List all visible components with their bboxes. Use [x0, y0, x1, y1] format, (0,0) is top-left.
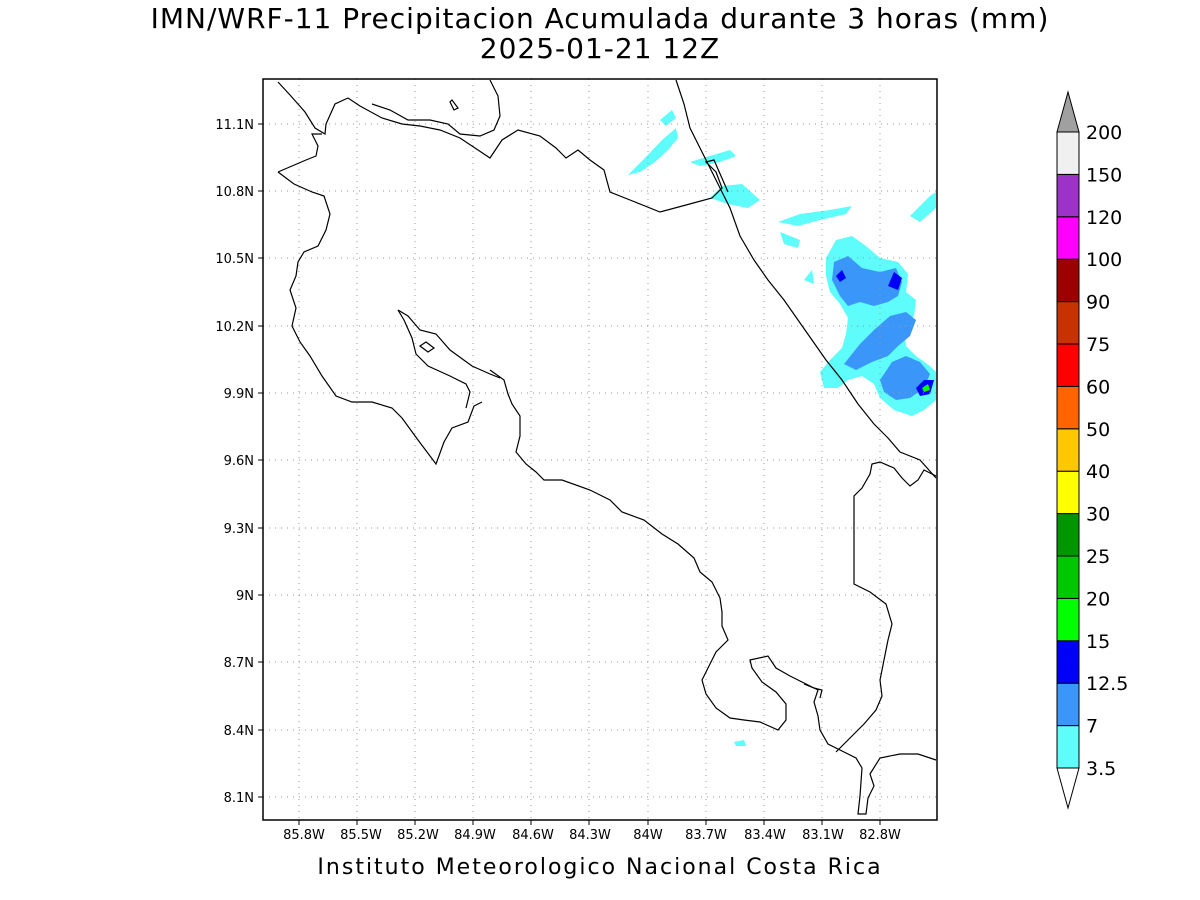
lon-label: 85.2W	[397, 828, 439, 843]
graticule	[263, 79, 937, 820]
legend-label: 25	[1086, 546, 1110, 568]
precip-layer-cyan	[628, 110, 936, 746]
legend-color-box	[1056, 173, 1080, 218]
legend-color-box	[1056, 640, 1080, 684]
legend-color-box	[1056, 555, 1080, 599]
lon-label: 83.7W	[685, 828, 727, 843]
legend-color-box	[1056, 301, 1080, 345]
lat-label: 10.5N	[215, 252, 254, 267]
legend-lower-arrow	[1056, 767, 1080, 810]
legend-label: 20	[1086, 588, 1110, 610]
lon-label: 85.5W	[340, 828, 382, 843]
axis-ticks	[258, 123, 881, 825]
lon-label: 83.4W	[744, 828, 786, 843]
legend-color-box	[1056, 385, 1080, 430]
legend-color-box	[1056, 682, 1080, 727]
legend-color-box	[1056, 597, 1080, 642]
legend-color-box	[1056, 216, 1080, 260]
legend-label: 60	[1086, 376, 1110, 398]
legend-color-box	[1056, 470, 1080, 515]
footer-credit: Instituto Meteorologico Nacional Costa R…	[317, 855, 883, 880]
legend-label: 40	[1086, 461, 1110, 483]
legend-label: 7	[1086, 716, 1098, 738]
lat-label: 10.2N	[215, 320, 254, 335]
lon-label: 85.8W	[283, 828, 325, 843]
legend-label: 50	[1086, 419, 1110, 441]
chart-title: IMN/WRF-11 Precipitacion Acumulada duran…	[150, 2, 1050, 35]
chart-subtitle-datetime: 2025-01-21 12Z	[479, 32, 721, 65]
legend-label: 30	[1086, 504, 1110, 526]
legend-color-box	[1056, 343, 1080, 387]
lat-label: 8.7N	[224, 656, 254, 671]
legend-color-box	[1056, 513, 1080, 557]
latitude-labels: 11.1N 10.8N 10.5N 10.2N 9.9N 9.6N 9.3N 9…	[215, 118, 254, 806]
legend-color-box	[1056, 131, 1080, 175]
legend-color-box	[1056, 428, 1080, 472]
legend-color-box	[1056, 258, 1080, 303]
legend-label: 200	[1086, 122, 1122, 144]
longitude-labels: 85.8W 85.5W 85.2W 84.9W 84.6W 84.3W 84W …	[283, 828, 901, 843]
coastlines	[277, 79, 937, 815]
legend-label: 150	[1086, 164, 1122, 186]
legend-upper-arrow	[1056, 90, 1080, 133]
legend-label: 100	[1086, 249, 1122, 271]
precip-layer-green	[922, 384, 930, 392]
lon-label: 84.3W	[569, 828, 611, 843]
lat-label: 11.1N	[215, 118, 254, 133]
lon-label: 84.9W	[454, 828, 496, 843]
lat-label: 9.9N	[224, 387, 254, 402]
legend-color-box	[1056, 725, 1080, 769]
lat-label: 9N	[236, 589, 254, 604]
legend-label: 15	[1086, 631, 1110, 653]
lat-label: 9.3N	[224, 522, 254, 537]
legend-label: 90	[1086, 292, 1110, 314]
map-frame	[262, 78, 938, 821]
lon-label: 84.6W	[512, 828, 554, 843]
legend-label: 3.5	[1086, 758, 1116, 780]
lon-label: 82.8W	[859, 828, 901, 843]
legend-label: 12.5	[1086, 673, 1128, 695]
color-legend: 3.5 7 12.5 15 20 25 30 40 50 60 75 90 100 120 150 200	[1056, 90, 1128, 810]
lat-label: 10.8N	[215, 185, 254, 200]
lat-label: 8.4N	[224, 724, 254, 739]
lon-label: 83.1W	[802, 828, 844, 843]
legend-label: 120	[1086, 207, 1122, 229]
lat-label: 9.6N	[224, 454, 254, 469]
lon-label: 84W	[633, 828, 663, 843]
lat-label: 8.1N	[224, 791, 254, 806]
legend-label: 75	[1086, 334, 1110, 356]
